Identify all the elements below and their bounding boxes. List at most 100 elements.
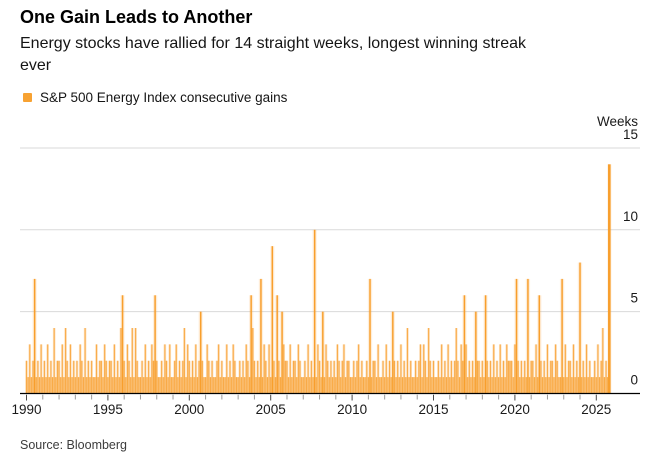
bar — [231, 377, 233, 394]
bar — [449, 377, 451, 394]
bar — [455, 328, 457, 394]
bar — [248, 377, 251, 394]
bar — [473, 377, 475, 394]
bar — [47, 344, 49, 394]
bar — [418, 360, 420, 394]
bar — [563, 377, 565, 394]
bar — [126, 344, 128, 394]
bar — [68, 377, 70, 394]
bar — [520, 360, 522, 394]
bar — [105, 360, 107, 394]
bar — [115, 377, 117, 394]
bar — [253, 360, 255, 394]
bar — [81, 360, 83, 394]
bar — [97, 377, 99, 394]
bar — [428, 328, 430, 394]
bar — [367, 377, 369, 394]
bar — [198, 360, 200, 394]
bar — [322, 311, 324, 394]
bar — [499, 344, 501, 394]
bar — [125, 377, 127, 394]
bar — [388, 360, 391, 394]
bar — [509, 360, 511, 394]
x-axis: 1990 1995 2000 2005 2010 2015 2020 2025 — [11, 394, 611, 417]
bar — [286, 360, 288, 394]
bar — [102, 377, 104, 394]
bar — [51, 377, 54, 394]
bar — [209, 377, 212, 394]
chart-title: One Gain Leads to Another — [20, 7, 253, 27]
subtitle-line-2: ever — [20, 57, 52, 74]
bar — [48, 377, 50, 394]
gridlines — [20, 147, 640, 313]
bar — [589, 360, 591, 394]
bar — [450, 360, 452, 394]
bar — [302, 377, 304, 394]
bar — [335, 377, 337, 394]
bar — [608, 164, 611, 394]
bar — [574, 377, 576, 394]
bar — [431, 377, 433, 394]
bar — [393, 360, 395, 394]
bar — [84, 328, 86, 394]
legend-swatch-icon — [23, 93, 32, 102]
bar — [462, 360, 464, 394]
bar — [600, 360, 602, 394]
bar — [252, 328, 254, 394]
bar — [486, 360, 488, 394]
bar — [242, 360, 244, 394]
bar — [304, 360, 306, 394]
y-tick-label: 10 — [623, 209, 638, 224]
bar — [484, 295, 487, 394]
bar — [123, 360, 125, 394]
bar — [351, 377, 353, 394]
bar — [507, 360, 509, 394]
bar — [208, 360, 210, 394]
bar — [496, 360, 498, 394]
bar — [566, 377, 568, 394]
bar — [585, 344, 588, 394]
bar — [108, 360, 111, 394]
bar — [146, 377, 148, 394]
bar — [522, 377, 524, 394]
bar — [354, 377, 356, 394]
bar — [530, 360, 532, 394]
bar — [402, 377, 404, 394]
bar — [494, 377, 496, 394]
y-tick-label: 0 — [630, 373, 638, 388]
bar — [310, 360, 312, 394]
bar — [239, 360, 241, 394]
bar — [524, 360, 526, 394]
x-tick-label: 2015 — [418, 402, 448, 417]
bar — [29, 344, 31, 394]
bar — [40, 344, 42, 394]
bar — [141, 360, 143, 394]
bar — [359, 377, 361, 394]
bar — [348, 360, 350, 394]
bar — [169, 344, 171, 394]
bar — [576, 360, 578, 394]
bar — [489, 360, 492, 394]
bar — [475, 311, 477, 394]
bar — [392, 311, 394, 394]
bar — [199, 311, 202, 394]
bar — [542, 377, 544, 394]
bar — [301, 377, 303, 394]
bar — [284, 360, 286, 394]
bar — [133, 377, 135, 394]
bar — [595, 377, 597, 394]
bar — [299, 360, 301, 394]
bar — [540, 360, 542, 394]
bar — [151, 344, 153, 394]
bar — [297, 344, 299, 394]
bar — [172, 377, 174, 394]
bar — [170, 377, 172, 394]
bar — [346, 360, 348, 394]
bar — [195, 344, 197, 394]
bar — [465, 344, 467, 394]
bar — [69, 344, 72, 394]
bar — [364, 377, 366, 394]
bar — [410, 360, 412, 394]
x-tick-label: 1990 — [11, 402, 41, 417]
